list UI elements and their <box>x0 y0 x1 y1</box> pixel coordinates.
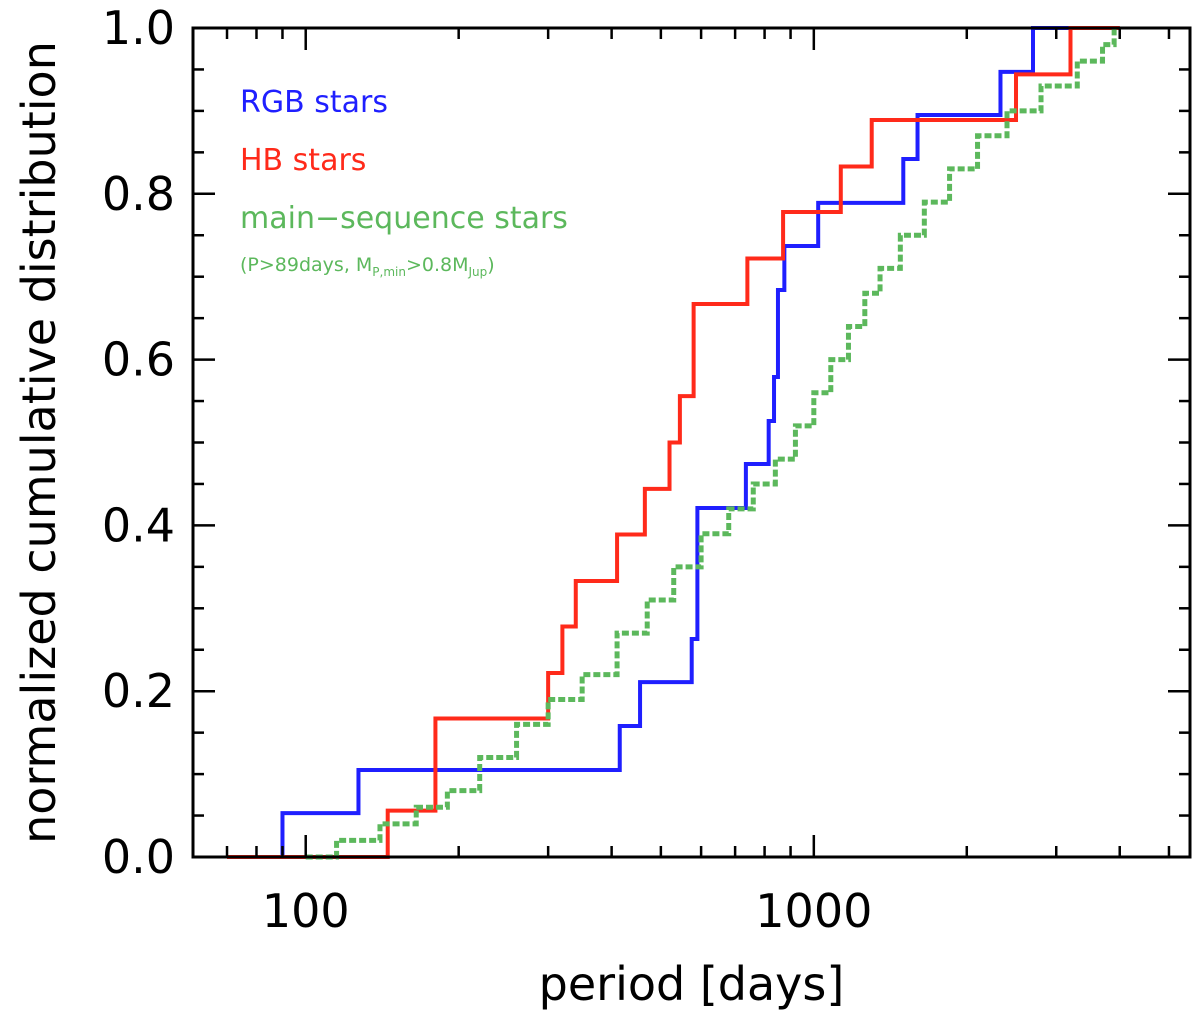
legend: RGB stars HB stars main−sequence stars (… <box>240 85 568 279</box>
legend-entry-hb: HB stars <box>240 143 366 178</box>
series-line-0 <box>227 26 1120 859</box>
y-tick-label: 0.0 <box>102 830 175 884</box>
legend-note-suffix: ) <box>487 254 494 276</box>
x-axis-label: period [days] <box>539 957 845 1011</box>
series-layer <box>227 26 1120 860</box>
plot-frame <box>191 26 1192 859</box>
legend-entry-rgb: RGB stars <box>240 85 388 120</box>
legend-note: (P>89days, MP,min>0.8MJup) <box>240 254 495 279</box>
x-tick-label: 100 <box>262 884 350 938</box>
y-tick-label: 0.6 <box>102 333 175 387</box>
x-tick-label: 1000 <box>755 884 872 938</box>
legend-note-prefix: (P>89days, M <box>240 254 372 276</box>
y-tick-label: 0.8 <box>102 167 175 221</box>
legend-entry-main-sequence: main−sequence stars <box>240 201 568 236</box>
y-tick-label: 1.0 <box>102 1 175 55</box>
legend-note-mid: >0.8M <box>406 254 469 276</box>
y-axis-label: normalized cumulative distribution <box>12 41 66 844</box>
labels-layer: 0.0 0.2 0.4 0.6 0.8 1.0 100 1000 <box>102 1 873 938</box>
y-tick-label: 0.4 <box>102 498 175 552</box>
series-line-1 <box>227 26 1120 859</box>
legend-note-sub2: Jup <box>468 265 488 279</box>
series-line-2 <box>305 28 1117 860</box>
legend-note-sub1: P,min <box>372 265 406 279</box>
y-tick-label: 0.2 <box>102 664 175 718</box>
